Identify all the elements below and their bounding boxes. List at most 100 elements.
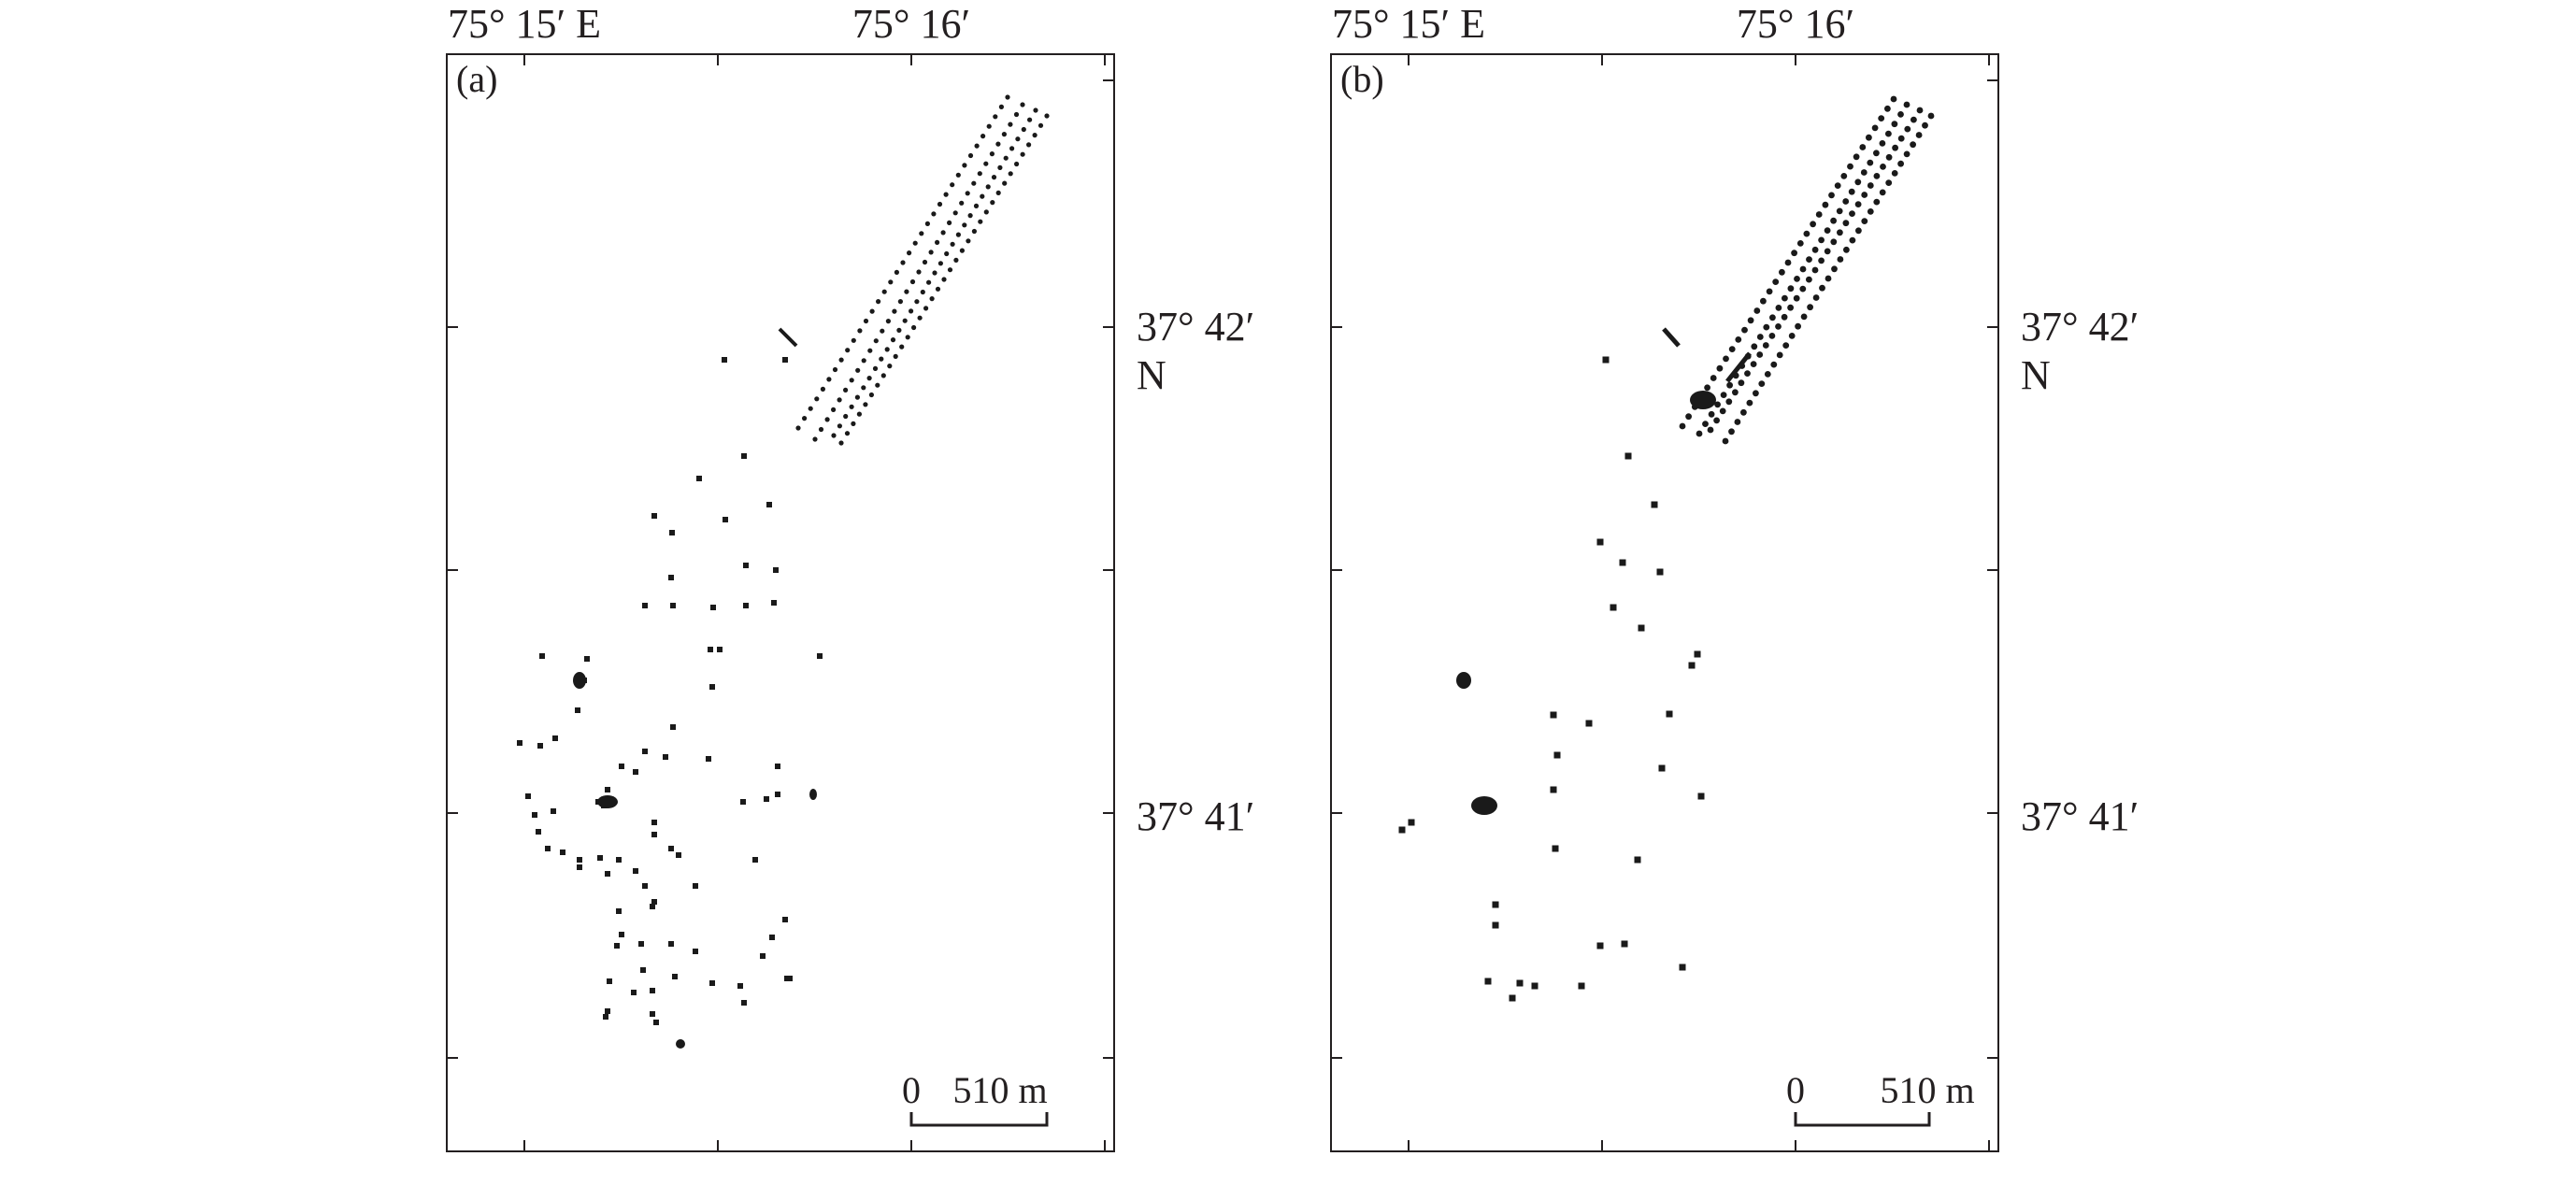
survey-point [873,338,879,344]
feature-patch [1484,978,1492,985]
survey-point [1781,313,1788,321]
feature-patch [584,656,590,662]
survey-point [941,277,947,282]
survey-point [1849,236,1856,244]
survey-point [1769,314,1776,321]
feature-patch [764,796,769,802]
survey-point [1828,192,1835,199]
feature-patch [1516,979,1524,987]
feature-patch [1651,501,1658,508]
survey-point [888,279,894,285]
survey-point [1764,371,1771,378]
survey-point [1854,201,1862,208]
survey-point [1741,326,1748,334]
feature-patch [1688,662,1696,669]
survey-point [838,357,844,363]
survey-point [950,241,955,247]
survey-point [1746,399,1753,407]
feature-patch [752,857,758,863]
survey-point [1903,101,1911,108]
feature-patch [552,735,558,741]
survey-point [1720,392,1727,398]
feature-patch [672,974,678,979]
survey-point [998,104,1004,109]
survey-point [965,191,970,196]
survey-point [1788,333,1796,339]
feature-layer [1398,95,1935,1002]
survey-point [1927,112,1935,120]
survey-point [1878,115,1885,121]
feature-patch [766,502,772,507]
feature-patch [709,684,715,690]
feature-patch [1694,650,1701,658]
feature-patch [717,647,723,652]
feature-patch [1471,796,1497,815]
survey-point [1892,144,1898,151]
survey-point [1867,159,1874,166]
survey-point [973,203,980,208]
survey-point [1784,259,1792,266]
survey-point [831,407,837,412]
survey-point [914,299,920,305]
survey-point [1834,182,1841,190]
survey-point [1885,179,1893,187]
survey-point [1722,437,1729,445]
survey-point [856,411,863,417]
survey-point [1756,334,1764,340]
survey-point [1880,164,1886,170]
feature-patch [1602,356,1610,364]
survey-point [1830,238,1838,246]
survey-point [1758,380,1766,387]
feature-patch [1398,826,1406,834]
survey-point [1713,417,1720,424]
feature-patch [769,935,775,940]
survey-point [1026,142,1032,148]
survey-point [1723,355,1729,363]
feature-patch [743,563,749,568]
survey-point [905,335,910,340]
survey-point [1916,107,1924,114]
survey-point [985,184,991,190]
survey-point [944,250,950,257]
survey-point [1859,144,1867,150]
survey-point [922,259,928,265]
survey-point [1787,285,1795,293]
survey-point [1871,124,1879,132]
survey-point [1849,210,1855,218]
feature-patch [517,740,522,746]
survey-point [1751,343,1758,350]
survey-point [1760,297,1767,305]
survey-point [1861,218,1868,225]
survey-point [1903,150,1911,158]
survey-point [929,296,935,302]
survey-point [820,386,826,392]
survey-point [1842,220,1850,227]
map-panel-a: (a) 75° 15′ E 75° 16′ 37° 42′ N 37° 41′ … [446,1,1254,1152]
survey-point [1904,125,1911,133]
feature-patch [605,1008,610,1014]
feature-segment [778,327,798,348]
survey-point [959,248,965,253]
feature-patch [1634,856,1641,864]
survey-point [1772,278,1780,285]
survey-point [986,123,992,129]
survey-point [795,425,801,431]
survey-point [1853,153,1860,161]
survey-point [980,134,986,139]
survey-point [1787,304,1794,311]
survey-point [1860,169,1868,176]
survey-point [863,318,869,324]
survey-point [1710,375,1717,381]
map-frame [446,53,1115,1152]
survey-point [935,286,941,292]
survey-point [1766,288,1773,295]
feature-patch [782,357,788,363]
survey-point [897,299,904,305]
feature-patch [651,899,657,905]
feature-patch [771,600,777,606]
survey-point [1756,351,1764,358]
survey-point [875,382,880,388]
survey-point [1716,364,1724,372]
feature-patch [709,980,715,986]
survey-point [1753,390,1759,397]
